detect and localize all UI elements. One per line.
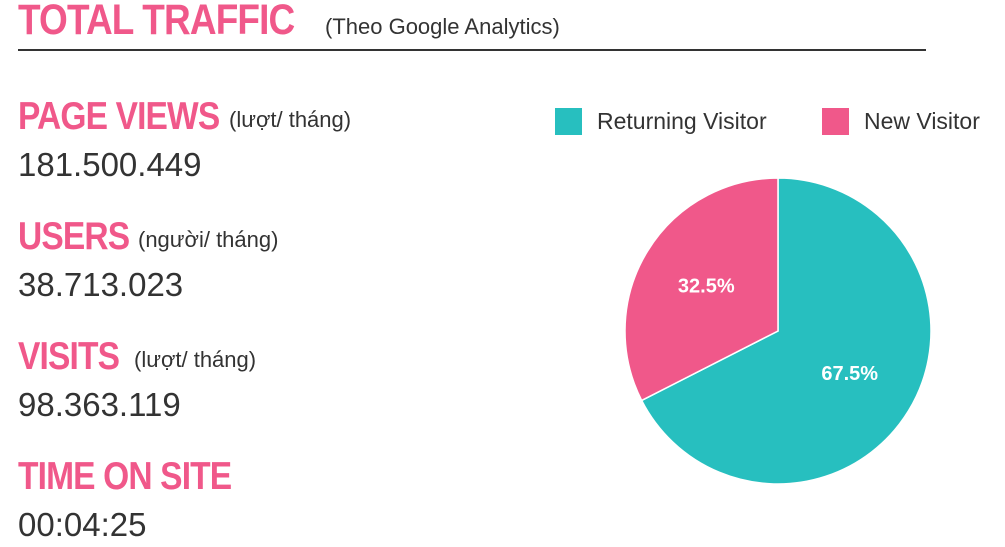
legend-swatch <box>555 108 582 135</box>
metric-value: 00:04:25 <box>18 506 147 543</box>
pie-slice-1 <box>624 177 779 402</box>
title-row: TOTAL TRAFFIC (Theo Google Analytics) <box>18 0 926 51</box>
pie-chart: 67.5% 32.5% <box>624 177 932 485</box>
pie-slice-0 <box>640 177 932 485</box>
metric-label: USERS <box>18 215 130 258</box>
metric-label: VISITS <box>18 335 120 378</box>
metric-value: 181.500.449 <box>18 146 202 183</box>
metric-value: 98.363.119 <box>18 386 181 423</box>
page-subtitle: (Theo Google Analytics) <box>325 14 560 39</box>
pie-slice-label-0: 67.5% <box>821 363 878 385</box>
metric-unit: (người/ tháng) <box>138 227 279 252</box>
metric-label: TIME ON SITE <box>18 455 232 498</box>
metric-value: 38.713.023 <box>18 266 184 303</box>
pie-labels: 67.5% 32.5% <box>678 275 878 385</box>
metric-unit: (lượt/ tháng) <box>134 347 257 372</box>
pie-slices <box>624 177 932 485</box>
pie-slice-label-1: 32.5% <box>678 275 735 297</box>
legend-label: New Visitor <box>864 108 980 134</box>
metric-unit: (lượt/ tháng) <box>229 107 352 132</box>
metric-label: PAGE VIEWS <box>18 95 220 138</box>
legend-swatch <box>822 108 849 135</box>
page-title: TOTAL TRAFFIC <box>18 0 295 44</box>
legend-label: Returning Visitor <box>597 108 767 134</box>
